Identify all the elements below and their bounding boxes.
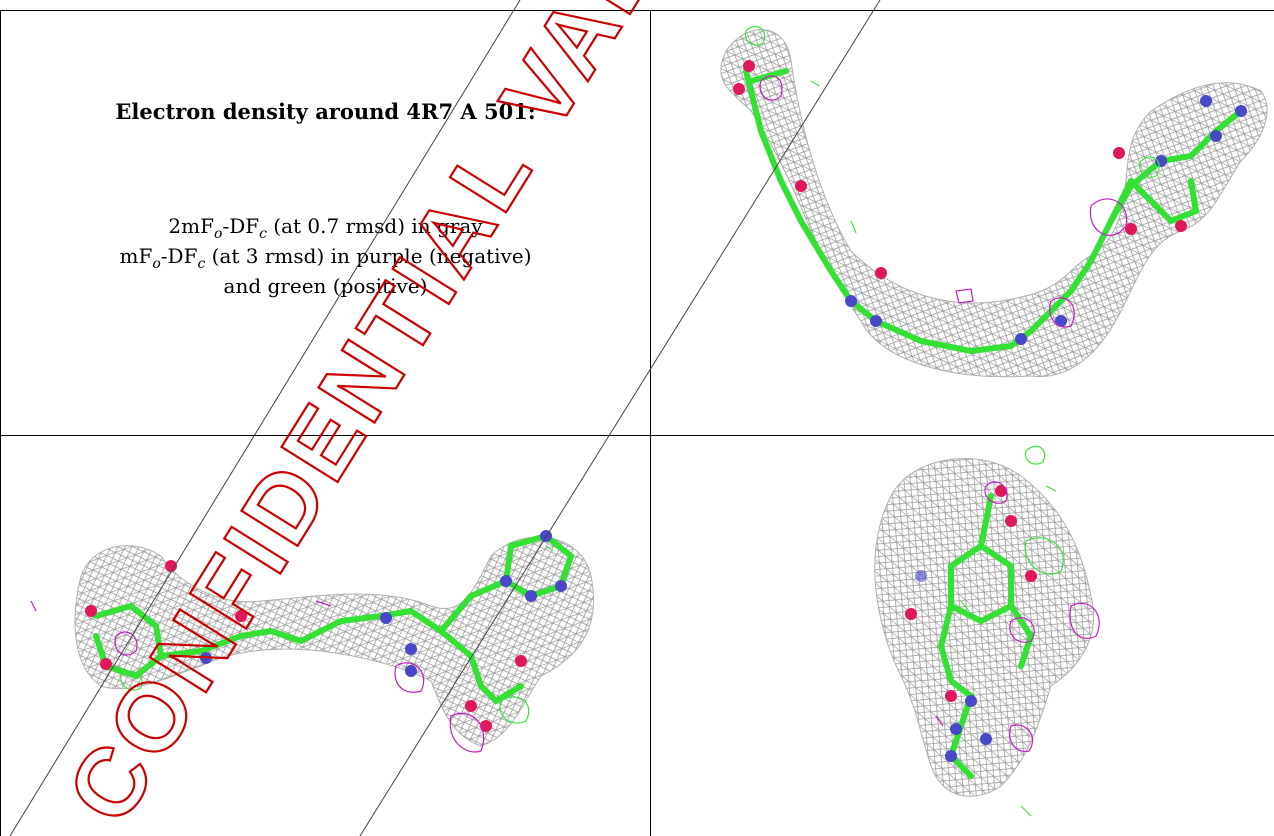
caption-line-1: 2mFo-DFc (at 0.7 rmsd) in gray [1, 214, 650, 242]
caption-line-1-mid: -DF [222, 214, 260, 238]
ligand-density-view-2-icon [30, 530, 595, 753]
caption-line-3: and green (positive) [223, 274, 428, 298]
density-mesh [874, 458, 1095, 797]
nitrogen-atoms [915, 570, 992, 762]
view-bottom-right [651, 436, 1274, 836]
table-border-left [0, 10, 1, 836]
caption-line-2-mid: -DF [160, 244, 198, 268]
caption-line-2-sub-o: o [152, 256, 161, 272]
caption-line-1-sub-c: c [259, 226, 267, 242]
caption-line-1-prefix: 2mF [168, 214, 214, 238]
oxygen-atoms [905, 485, 1037, 702]
figure-grid: Electron density around 4R7 A 501: 2mFo-… [0, 10, 1274, 836]
negative-difference-density [935, 481, 1100, 753]
density-mesh [74, 536, 595, 747]
ligand-density-view-1-icon [720, 26, 1268, 378]
caption-line-1-suffix: (at 0.7 rmsd) in gray [266, 214, 483, 238]
view-top-right [651, 11, 1274, 435]
density-mesh [720, 29, 1268, 378]
caption-line-2-suffix: (at 3 rmsd) in purple (negative) [205, 244, 532, 268]
view-bottom-left [1, 436, 650, 836]
caption-line-2: mFo-DFc (at 3 rmsd) in purple (negative) [1, 244, 650, 272]
ligand-density-view-3-icon [874, 445, 1100, 817]
positive-difference-density [960, 445, 1064, 817]
caption-cell: Electron density around 4R7 A 501: 2mFo-… [1, 11, 650, 435]
caption-line-2-prefix: mF [119, 244, 153, 268]
nitrogen-atoms [845, 95, 1247, 345]
caption-title: Electron density around 4R7 A 501: [115, 99, 536, 124]
